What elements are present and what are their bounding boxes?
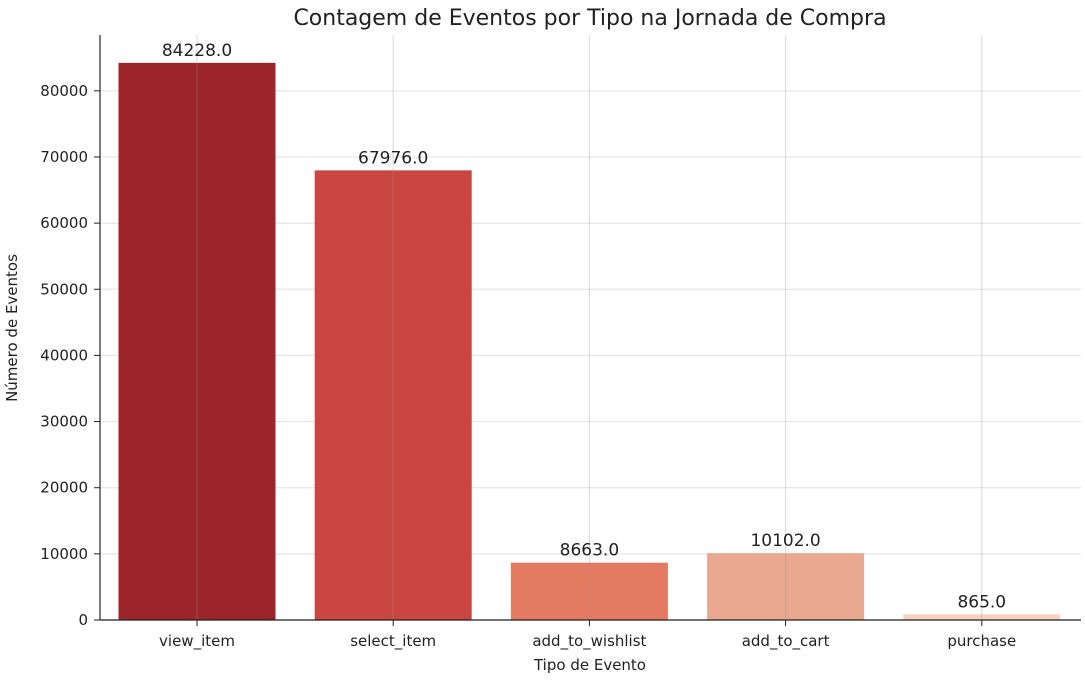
y-axis-title: Número de Eventos — [3, 254, 21, 402]
data-label: 67976.0 — [358, 148, 428, 168]
data-label: 865.0 — [957, 592, 1006, 612]
y-tick-label: 30000 — [40, 413, 88, 431]
x-axis-title: Tipo de Evento — [533, 656, 646, 674]
x-tick-label: add_to_cart — [742, 632, 830, 651]
bar-select-item — [314, 170, 472, 620]
y-tick-label: 10000 — [40, 545, 88, 563]
y-tick-label: 50000 — [40, 280, 88, 298]
data-labels: 84228.0 67976.0 8663.0 10102.0 865.0 — [162, 41, 1006, 612]
y-tick-label: 70000 — [40, 148, 88, 166]
x-ticks: view_item select_item add_to_wishlist add_t… — [159, 620, 1016, 651]
x-grid-overlay — [196, 35, 983, 620]
chart-title: Contagem de Eventos por Tipo na Jornada … — [293, 6, 886, 31]
y-tick-label: 0 — [78, 611, 88, 629]
bar-add-to-wishlist — [510, 562, 668, 620]
y-tick-label: 20000 — [40, 479, 88, 497]
x-tick-label: add_to_wishlist — [532, 632, 646, 651]
data-label: 10102.0 — [750, 531, 820, 551]
y-tick-label: 60000 — [40, 214, 88, 232]
y-tick-label: 80000 — [40, 82, 88, 100]
data-label: 84228.0 — [162, 41, 232, 61]
axes — [99, 35, 1081, 621]
bar-add-to-cart — [707, 553, 865, 620]
bar-view-item — [118, 62, 276, 621]
x-tick-label: select_item — [350, 632, 436, 651]
y-tick-label: 40000 — [40, 346, 88, 364]
y-ticks: 0 10000 20000 30000 40000 50000 60000 70000 8000… — [40, 82, 100, 629]
x-tick-label: purchase — [947, 632, 1016, 650]
x-tick-label: view_item — [159, 632, 235, 651]
bar-purchase — [903, 614, 1061, 620]
bars — [118, 62, 1061, 621]
data-label: 8663.0 — [560, 541, 619, 561]
